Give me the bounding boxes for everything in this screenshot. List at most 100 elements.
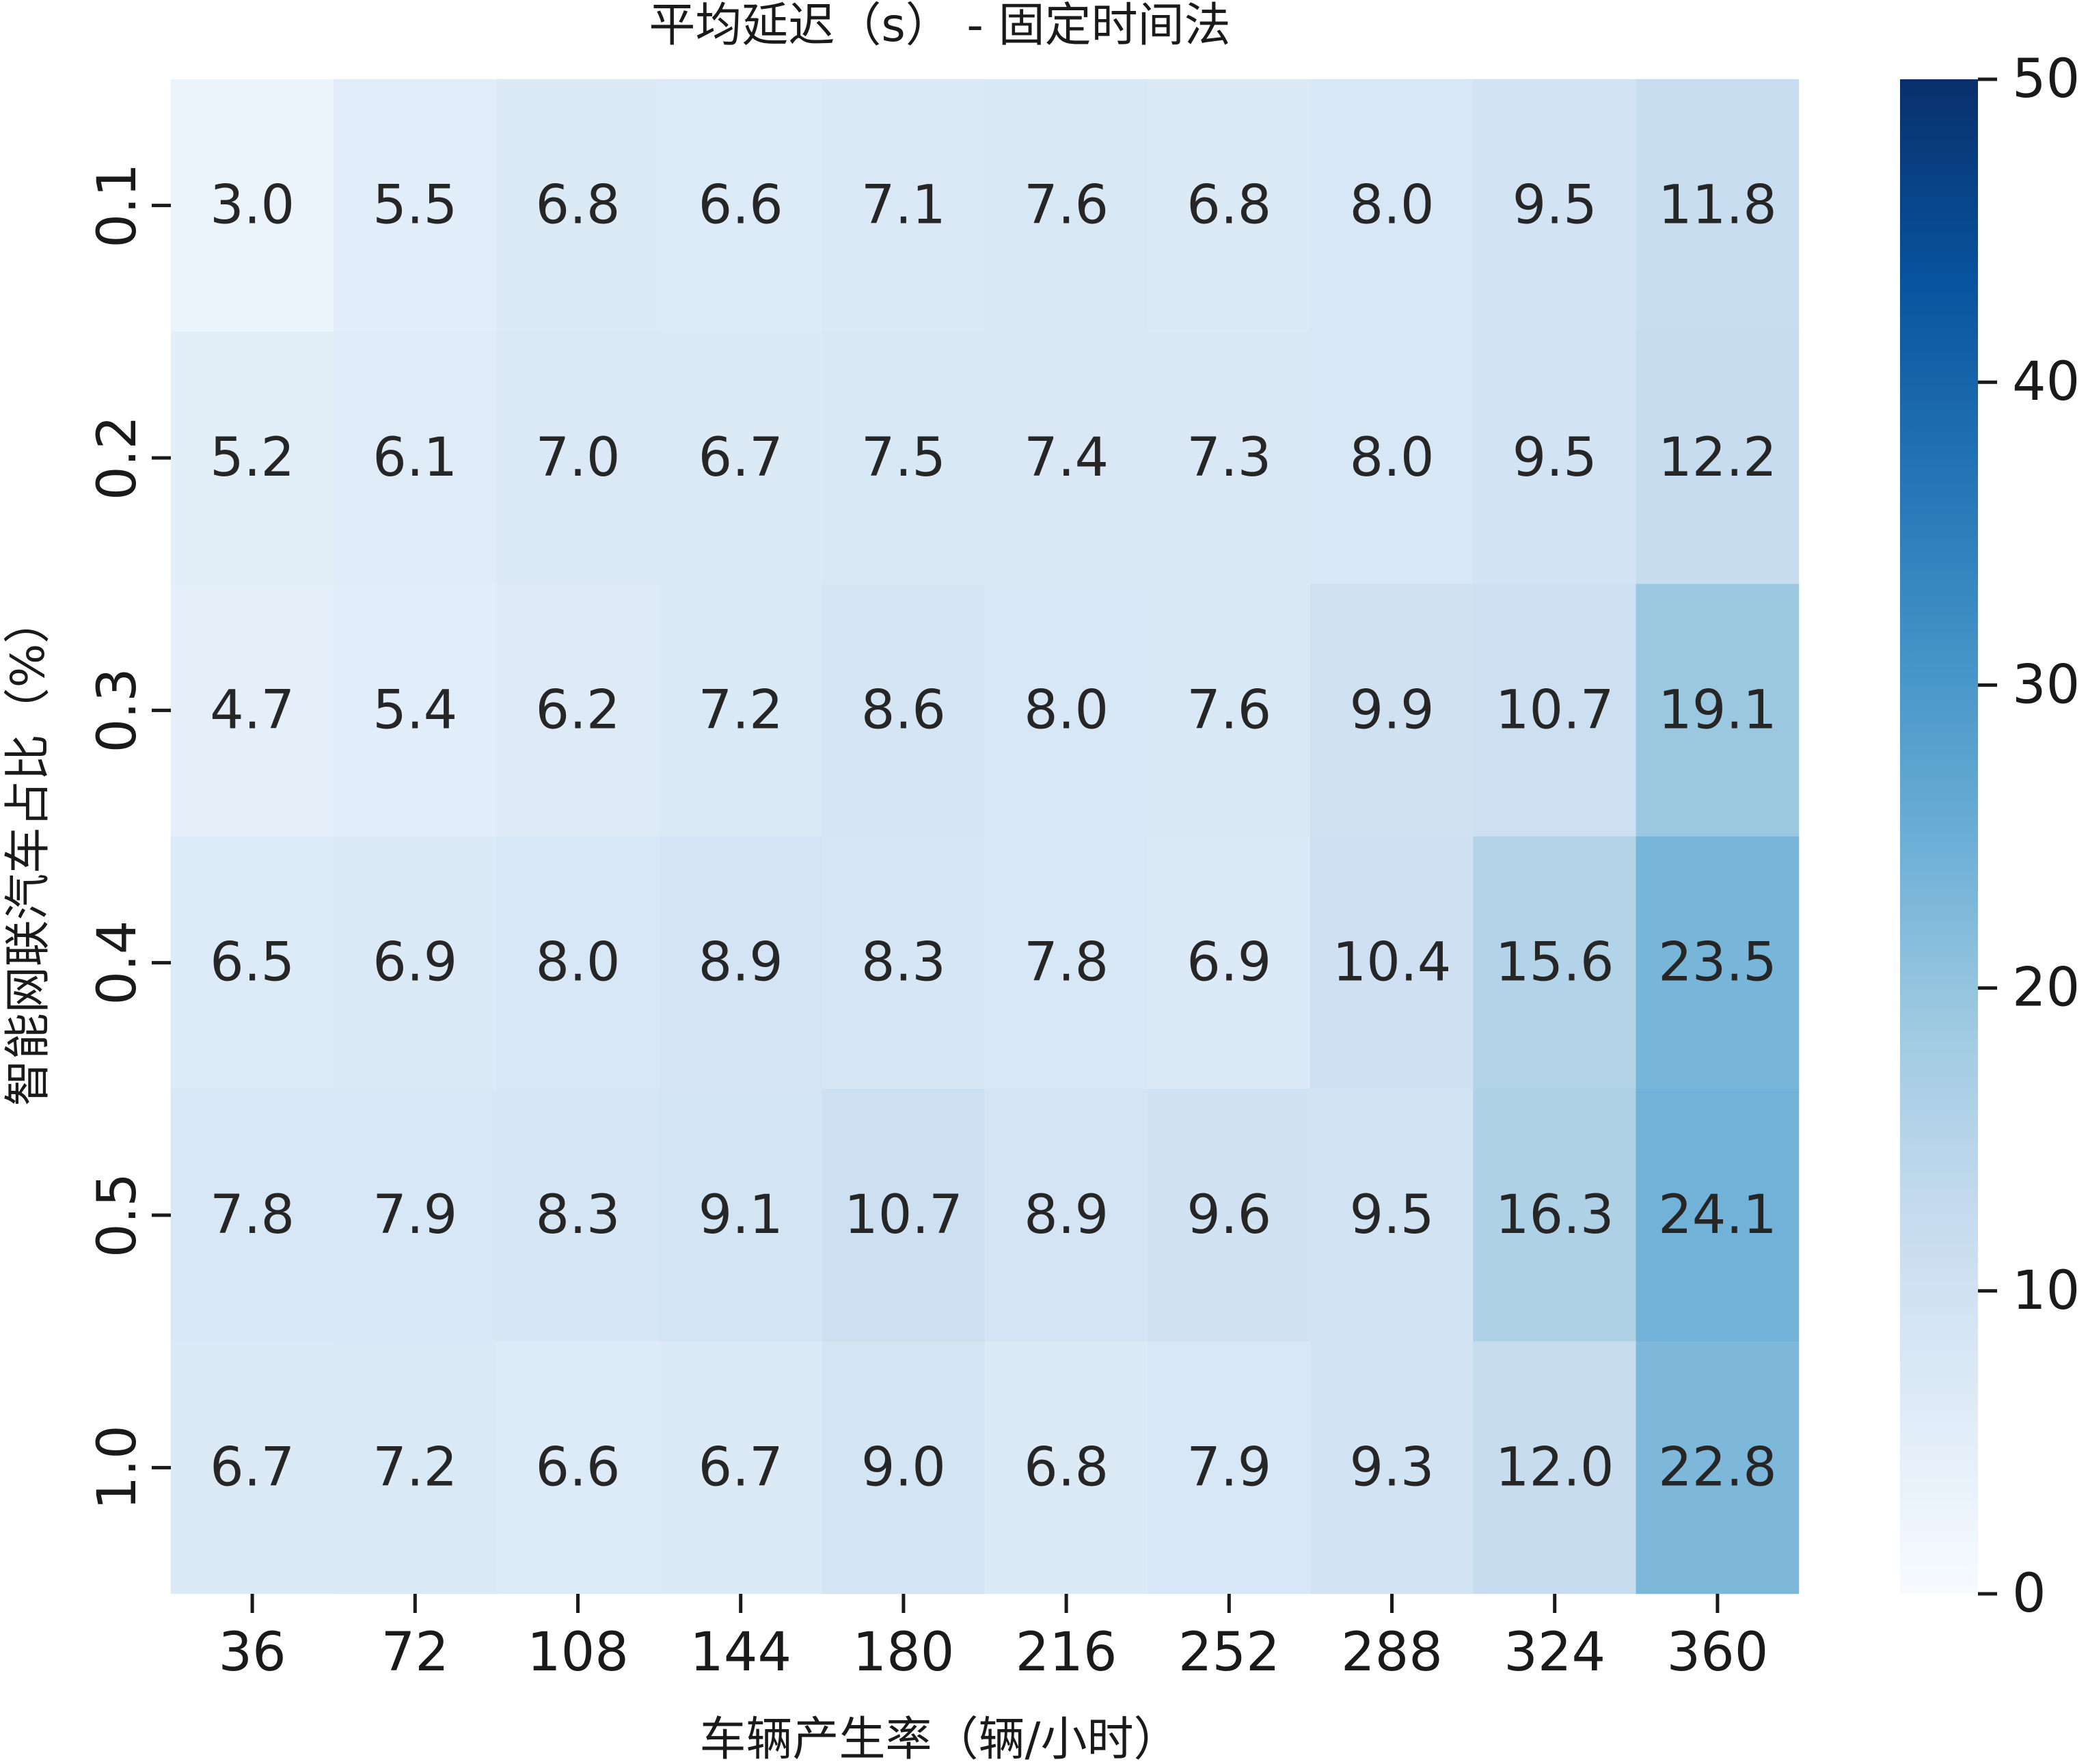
- x-tick-label: 360: [1666, 1622, 1768, 1683]
- heatmap-cell: [822, 331, 986, 584]
- cell-value-label: 9.6: [1187, 1184, 1271, 1246]
- cell-value-label: 9.9: [1349, 679, 1434, 741]
- heatmap-cell: [1473, 1089, 1637, 1342]
- heatmap-cell: [333, 79, 497, 332]
- cell-value-label: 5.2: [210, 427, 295, 489]
- cell-value-label: 8.0: [1349, 175, 1434, 236]
- heatmap-cell: [984, 1089, 1148, 1342]
- chart-title: 平均延迟（s） - 固定时间法: [649, 0, 1230, 53]
- heatmap-cells: 3.0 5.5 6.8 6.6 7.1 7.6 6.8 8.0 9.5 11.8 5.2 6.1 7.0…: [170, 79, 1800, 1595]
- cell-value-label: 3.0: [210, 175, 295, 236]
- colorbar-tick-label: 50: [2012, 49, 2080, 110]
- heatmap-cell: [1473, 836, 1637, 1089]
- cell-value-label: 8.0: [1024, 679, 1109, 741]
- heatmap-cell: [1147, 79, 1311, 332]
- cell-value-label: 12.0: [1495, 1437, 1614, 1498]
- heatmap-cell: [1310, 331, 1474, 584]
- heatmap-cell: [1310, 79, 1474, 332]
- cell-value-label: 7.0: [535, 427, 620, 489]
- cell-value-label: 8.9: [699, 932, 783, 994]
- cell-value-label: 6.9: [1187, 932, 1271, 994]
- cell-value-label: 6.7: [210, 1437, 295, 1498]
- heatmap-cell: [170, 584, 334, 837]
- cell-value-label: 24.1: [1658, 1184, 1777, 1246]
- heatmap-cell: [1636, 331, 1800, 584]
- y-axis-title: 智能网联汽车占比（%）: [1, 597, 55, 1107]
- heatmap-cell: [333, 584, 497, 837]
- cell-value-label: 7.2: [699, 679, 783, 741]
- cell-value-label: 7.4: [1024, 427, 1109, 489]
- heatmap-cell: [496, 331, 660, 584]
- cell-value-label: 8.0: [1349, 427, 1434, 489]
- cell-value-label: 16.3: [1495, 1184, 1614, 1246]
- colorbar-axis: 0 10 20 30 40 50: [1978, 49, 2080, 1625]
- y-tick-label: 0.3: [87, 668, 148, 752]
- heatmap-cell: [984, 1341, 1148, 1595]
- cell-value-label: 6.6: [535, 1437, 620, 1498]
- cell-value-label: 15.6: [1495, 932, 1614, 994]
- y-tick-label: 1.0: [87, 1425, 148, 1510]
- cell-value-label: 5.4: [372, 679, 457, 741]
- cell-value-label: 7.9: [372, 1184, 457, 1246]
- cell-value-label: 9.5: [1513, 175, 1597, 236]
- x-tick-label: 108: [527, 1622, 629, 1683]
- heatmap-cell: [1473, 331, 1637, 584]
- cell-value-label: 6.8: [1187, 175, 1271, 236]
- heatmap-cell: [1636, 584, 1800, 837]
- heatmap-cell: [333, 331, 497, 584]
- x-tick-label: 180: [852, 1622, 954, 1683]
- cell-value-label: 23.5: [1658, 932, 1777, 994]
- heatmap-cell: [822, 79, 986, 332]
- heatmap-cell: [1310, 1089, 1474, 1342]
- heatmap-cell: [496, 584, 660, 837]
- heatmap-cell: [659, 331, 823, 584]
- heatmap-cell: [822, 1089, 986, 1342]
- heatmap-cell: [496, 1089, 660, 1342]
- y-tick-label: 0.4: [87, 921, 148, 1005]
- heatmap-cell: [659, 1089, 823, 1342]
- heatmap-cell: [822, 584, 986, 837]
- heatmap-cell: [1636, 79, 1800, 332]
- heatmap-cell: [822, 836, 986, 1089]
- cell-value-label: 9.0: [861, 1437, 946, 1498]
- cell-value-label: 4.7: [210, 679, 295, 741]
- colorbar-tick-label: 0: [2012, 1563, 2046, 1625]
- heatmap-cell: [333, 1089, 497, 1342]
- heatmap-cell: [1310, 836, 1474, 1089]
- cell-value-label: 7.2: [372, 1437, 457, 1498]
- cell-value-label: 12.2: [1658, 427, 1777, 489]
- heatmap-cell: [170, 331, 334, 584]
- cell-value-label: 11.8: [1658, 175, 1777, 236]
- cell-value-label: 19.1: [1658, 679, 1777, 741]
- heatmap-cell: [659, 1341, 823, 1595]
- cell-value-label: 9.1: [699, 1184, 783, 1246]
- cell-value-label: 6.5: [210, 932, 295, 994]
- heatmap-cell: [1473, 1341, 1637, 1595]
- cell-value-label: 6.7: [699, 427, 783, 489]
- heatmap-cell: [170, 79, 334, 332]
- x-axis: 36 72 108 144 180 216 252 288 324 360: [218, 1594, 1768, 1683]
- x-tick-label: 72: [381, 1622, 449, 1683]
- colorbar-tick-label: 20: [2012, 958, 2080, 1019]
- cell-value-label: 7.5: [861, 427, 946, 489]
- x-tick-label: 36: [218, 1622, 286, 1683]
- x-axis-title: 车辆产生率（辆/小时）: [700, 1713, 1180, 1764]
- cell-value-label: 7.9: [1187, 1437, 1271, 1498]
- heatmap-cell: [1147, 331, 1311, 584]
- cell-value-label: 5.5: [372, 175, 457, 236]
- x-tick-label: 252: [1178, 1622, 1280, 1683]
- heatmap-cell: [1147, 836, 1311, 1089]
- heatmap-cell: [170, 836, 334, 1089]
- cell-value-label: 6.7: [699, 1437, 783, 1498]
- y-tick-label: 0.2: [87, 416, 148, 500]
- heatmap-cell: [984, 331, 1148, 584]
- x-tick-label: 216: [1016, 1622, 1117, 1683]
- heatmap-cell: [496, 1341, 660, 1595]
- cell-value-label: 8.6: [861, 679, 946, 741]
- colorbar-tick-label: 10: [2012, 1260, 2080, 1322]
- colorbar: [1900, 79, 1978, 1594]
- heatmap-cell: [496, 836, 660, 1089]
- x-tick-label: 288: [1341, 1622, 1443, 1683]
- heatmap-cell: [170, 1341, 334, 1595]
